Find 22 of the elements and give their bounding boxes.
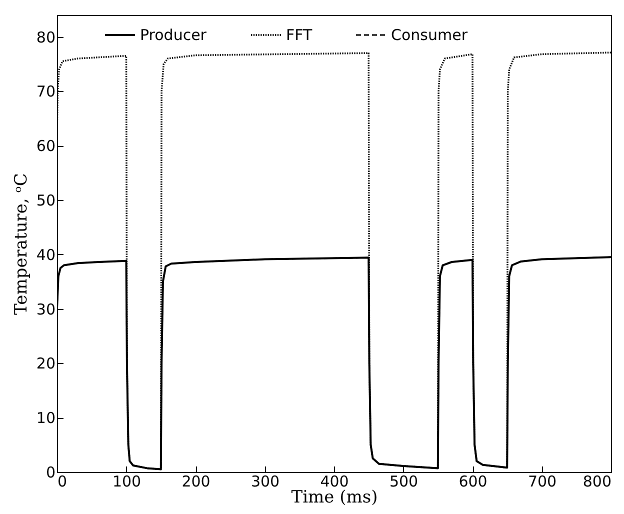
legend-label: FFT xyxy=(286,26,313,44)
legend-label: Consumer xyxy=(391,26,468,44)
y-tick-label: 80 xyxy=(36,28,56,46)
y-tick-label: 60 xyxy=(36,137,56,156)
x-tick-label: 100 xyxy=(112,472,142,490)
x-tick-label: 200 xyxy=(182,472,210,490)
y-tick-label: 20 xyxy=(36,354,56,373)
legend-label: Producer xyxy=(140,26,208,44)
y-tick-label: 50 xyxy=(36,191,56,210)
x-tick-label: 0 xyxy=(58,472,68,490)
x-tick-label: 400 xyxy=(320,472,349,490)
x-tick-label: 500 xyxy=(389,472,418,490)
y-axis-title: Temperature, ᵒC xyxy=(11,173,32,315)
y-tick-label: 30 xyxy=(36,300,56,318)
y-tick-label: 70 xyxy=(36,82,56,101)
x-tick-label: 300 xyxy=(250,472,280,490)
x-axis-title: Time (ms) xyxy=(291,488,378,508)
x-tick-label: 800 xyxy=(582,472,612,490)
y-tick-label: 40 xyxy=(36,246,56,264)
y-tick-label: 10 xyxy=(36,409,56,428)
x-tick-label: 700 xyxy=(528,472,557,490)
x-tick-label: 600 xyxy=(458,472,488,490)
